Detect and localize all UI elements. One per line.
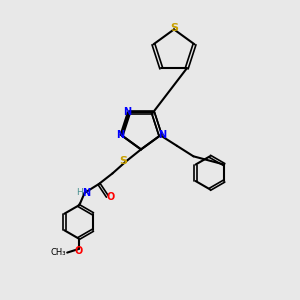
Text: N: N bbox=[123, 107, 132, 118]
Text: O: O bbox=[74, 245, 83, 256]
Text: N: N bbox=[82, 188, 90, 198]
Text: H: H bbox=[76, 188, 83, 197]
Text: S: S bbox=[170, 23, 178, 33]
Text: N: N bbox=[116, 130, 124, 140]
Text: O: O bbox=[106, 191, 115, 202]
Text: CH₃: CH₃ bbox=[50, 248, 66, 257]
Text: N: N bbox=[158, 130, 166, 140]
Text: S: S bbox=[120, 156, 128, 167]
